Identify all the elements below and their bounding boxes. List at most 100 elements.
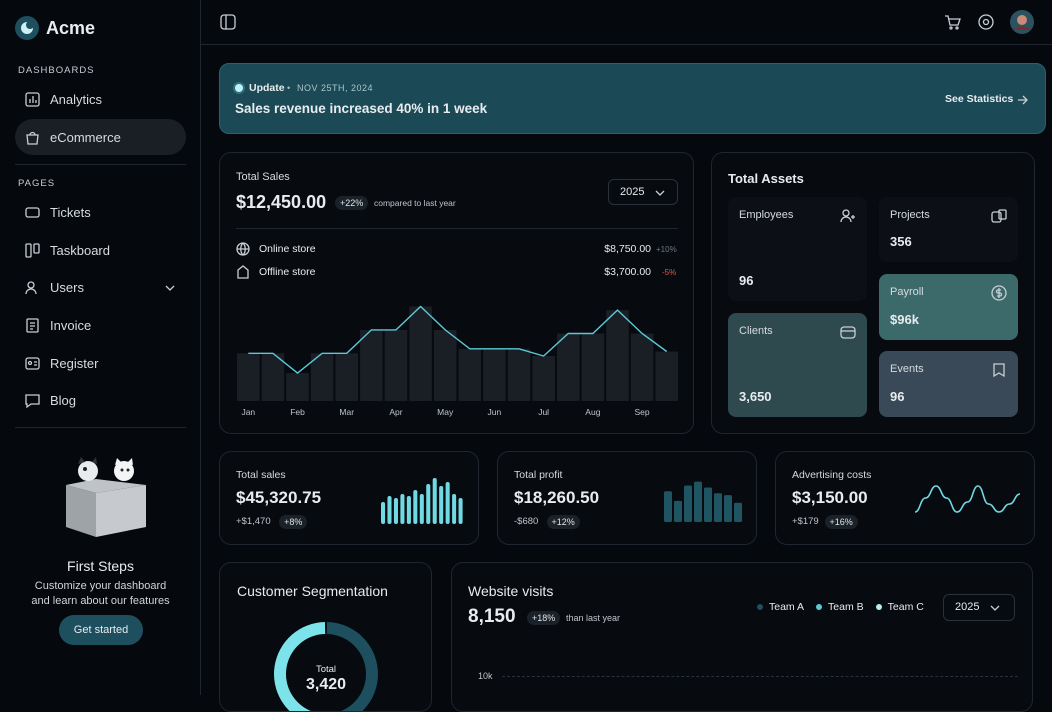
nav-item[interactable]: Analytics [24,91,102,108]
bar [335,353,359,401]
topbar [201,0,1052,45]
kpi-delta: +$1,470 [236,516,271,527]
nav-label: Blog [50,393,77,408]
kpi-chart [381,478,463,524]
bar [532,356,555,401]
badge: +12% [546,515,580,529]
store-icon [237,265,249,279]
bar [406,496,411,524]
row-change: +10% [656,245,677,254]
legend-item: Team C [875,601,924,613]
nav-item[interactable]: Invoice [24,317,91,334]
promo-button[interactable]: Get started [59,615,143,645]
bar [393,498,398,524]
bar [286,373,309,401]
bar [674,500,682,522]
row-name: Online store [259,243,316,255]
sales-chart: Jan Feb Mar Apr May Jun Jul Aug Sep [237,305,678,417]
x-tick-label: Jul [538,407,549,417]
nav-label: Tickets [50,205,91,220]
settings-icon[interactable] [978,14,994,30]
toggle-icon[interactable] [220,14,236,30]
nav-item[interactable]: Taskboard [24,242,110,259]
banner-message: Sales revenue increased 40% in 1 week [235,101,488,116]
kpi-chart [914,485,1021,513]
nav-item[interactable]: Blog [24,392,76,409]
asset-tile: Employees 96 [728,197,867,301]
card-title: Website visits [468,583,554,599]
x-tick-label: Jun [488,407,502,417]
asset-tile: Payroll $96k [879,274,1018,340]
tile-label: Projects [890,209,930,221]
bar [458,348,482,401]
year-select[interactable]: 2025 [608,179,678,205]
brand: Acme [46,18,96,38]
sparkline [914,485,1021,513]
promo-illustration [66,457,146,537]
section-title: DASHBOARDS [18,65,95,76]
tile-value: 96 [739,273,754,288]
legend-label: Team B [828,601,864,613]
page: Acme DASHBOARDS Analytics eCommerce PAGE… [15,0,1052,712]
trend-line [248,305,668,374]
bar [237,353,260,401]
bar [310,353,334,401]
asset-tile: Clients 3,650 [728,313,867,417]
kpi-card: Total profit $18,260.50 -$680 +12% [497,451,757,545]
bar [483,348,506,401]
badge: +16% [824,515,858,529]
globe-icon [236,242,250,256]
kpi-label: Total sales [236,469,286,481]
donut-label: Total [315,664,337,675]
card-title: Total Assets [728,171,804,186]
row-name: Offline store [259,266,316,278]
donut-segment [326,622,378,711]
visits-card: Website visits 8,150 +18% than last year… [451,562,1033,712]
bar [734,502,742,522]
banner-date-sep: • [287,83,291,93]
kpi-value: $45,320.75 [236,488,322,507]
nav-item[interactable]: eCommerce [24,129,121,146]
bar [409,306,432,401]
bar [419,494,424,524]
row-value: $8,750.00 [604,243,651,255]
x-tick-label: Apr [389,407,402,417]
kpi-value: $3,150.00 [792,488,868,507]
tile-value: 96 [890,389,905,404]
avatar[interactable] [1010,10,1034,34]
asset-tile: Events 96 [879,351,1018,417]
banner: Update • NOV 25TH, 2024 Sales revenue in… [219,63,1046,134]
legend-item: Team A [757,601,804,613]
card-value: $12,450.00 [236,192,327,212]
kpi-delta: -$680 [514,516,539,527]
legend: Team A Team B Team C [757,601,924,613]
banner-link[interactable]: See Statistics [945,93,1014,105]
nav-item[interactable]: Users [24,279,176,296]
kpi-value: $18,260.50 [514,488,600,507]
bar [426,484,431,524]
tile-value: 356 [890,234,912,249]
section-title: PAGES [18,178,56,189]
badge: +22% [335,196,369,210]
bar [714,493,722,522]
banner-tag: Update [249,82,285,94]
badge: +8% [279,515,308,529]
x-tick-label: Feb [290,407,305,417]
year-value: 2025 [955,601,980,613]
tile-value: $96k [890,312,919,327]
legend-item: Team B [816,601,864,613]
bar [439,486,444,524]
bar [433,329,457,401]
tile-value: 3,650 [739,389,772,404]
year-value: 2025 [620,186,645,198]
bar [452,494,457,524]
cart-icon[interactable] [944,14,961,30]
year-select[interactable]: 2025 [943,594,1015,621]
tile-label: Payroll [890,286,924,298]
legend-swatch [816,604,823,610]
nav-item[interactable]: Tickets [24,204,91,221]
kpi-card: Advertising costs $3,150.00 +$179 +16% [775,451,1035,545]
bar [704,487,712,522]
nav-item[interactable]: Register [24,355,98,372]
bar [664,491,672,522]
